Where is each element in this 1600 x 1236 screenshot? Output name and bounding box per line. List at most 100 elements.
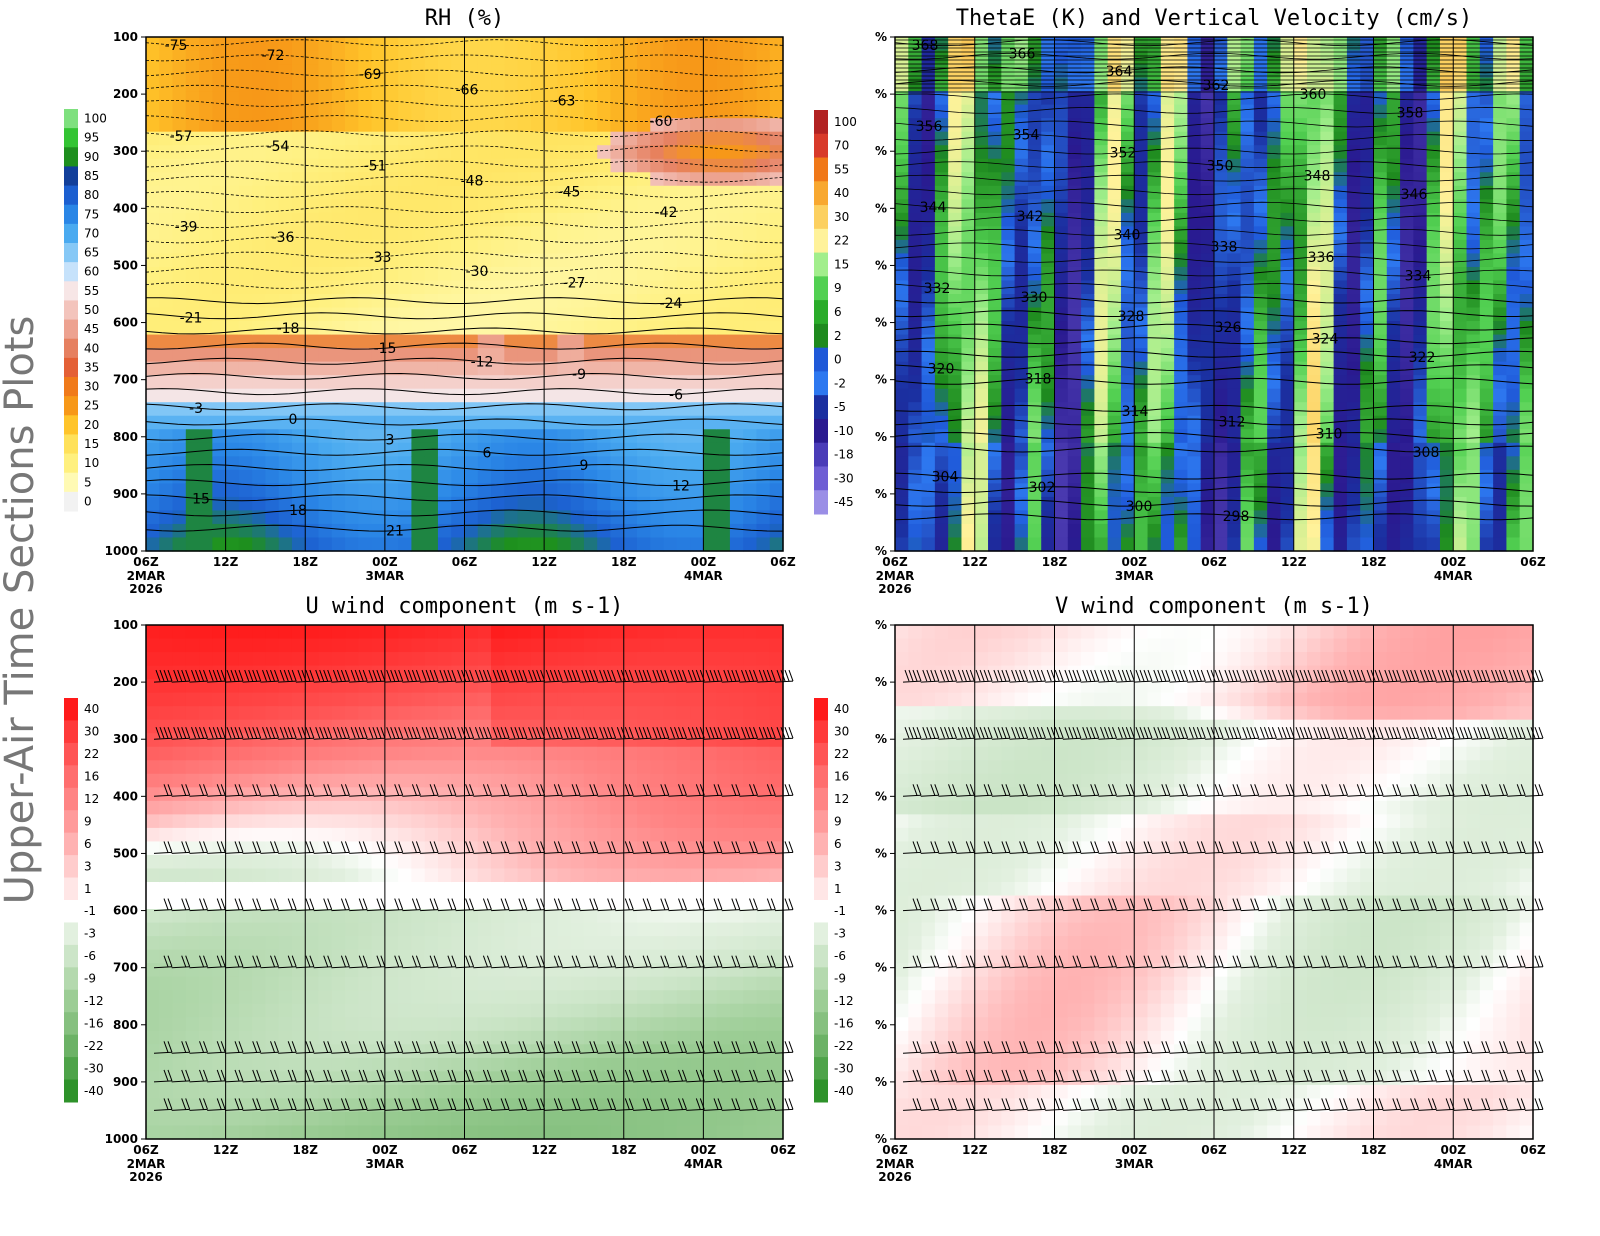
heat-cell [252,1017,267,1032]
heat-cell [491,104,505,119]
contour-label: -51 [364,159,387,175]
heat-cell [637,239,651,255]
heat-cell [371,469,386,484]
heat-cell [331,239,346,255]
heat-cell [716,199,731,214]
heat-cell [252,321,267,336]
heat-cell [1386,415,1401,430]
heat-cell [948,104,963,119]
heat-cell [504,469,519,484]
heat-cell [948,334,963,349]
heat-cell [1253,266,1268,282]
heat-cell [159,625,174,640]
heat-cell [557,91,572,106]
heat-cell [1453,348,1468,363]
heat-cell [1041,496,1056,512]
heat-cell [424,266,439,282]
heat-cell [921,456,936,471]
heat-cell [1307,91,1321,106]
heat-cell [212,131,227,146]
heat-cell [345,334,359,349]
heat-cell [358,1003,373,1018]
heat-cell [172,990,187,1005]
heat-cell [345,415,359,430]
heat-cell [1400,172,1414,187]
heat-cell [225,1057,240,1072]
heat-cell [583,321,598,336]
heat-cell [199,719,213,734]
heat-cell [411,638,426,653]
heat-cell [451,91,466,106]
heat-cell [1240,334,1255,349]
heat-cell [597,334,612,349]
heat-cell [517,104,532,119]
heat-cell [477,375,492,390]
heat-cell [1120,239,1135,255]
heat-cell [1400,253,1414,268]
heat-cell [305,239,320,255]
heat-cell [1466,375,1481,390]
heat-cell [199,1125,213,1140]
heat-cell [1160,145,1175,160]
heat-cell [411,172,426,187]
heat-cell [895,158,909,173]
heat-cell [371,361,386,376]
heat-cell [1426,145,1441,160]
heat-cell [464,483,479,498]
heat-cell [199,496,213,512]
heat-cell [1160,348,1175,363]
heat-cell [504,77,519,92]
heat-cell [252,253,267,268]
heat-cell [570,456,585,471]
heat-cell [252,239,267,255]
heat-cell [464,456,479,471]
heat-cell [398,172,413,187]
heat-cell [1479,239,1494,255]
heat-cell [384,922,399,937]
heat-cell [1333,212,1348,227]
heat-cell [1267,118,1282,133]
heat-cell [1174,523,1189,539]
heat-cell [252,827,267,843]
heat-cell [331,145,346,160]
heat-cell [159,1125,174,1140]
heat-cell [318,679,333,694]
heat-cell [159,679,174,694]
contour-line [145,69,784,77]
heat-cell [491,523,505,539]
heat-cell [769,348,784,363]
heat-cell [371,787,386,802]
colorbar-label: 75 [84,207,99,221]
heat-cell [411,37,426,52]
heat-cell [610,118,625,133]
heat-cell [1506,131,1521,146]
heat-cell [743,294,758,309]
heat-cell [1014,185,1029,200]
heat-cell [948,226,963,241]
heat-cell [146,226,160,241]
heat-cell [1360,334,1375,349]
heat-cell [570,104,585,119]
heat-cell [318,1084,333,1100]
heat-cell [464,1125,479,1140]
heat-cell [278,496,293,512]
heat-cell [1001,375,1016,390]
heat-cell [464,746,479,761]
heat-cell [398,212,413,227]
heat-cell [398,402,413,417]
heat-cell [610,145,625,160]
heat-cell [597,348,612,363]
heat-cell [1240,294,1255,309]
colorbar-swatch [64,223,78,244]
heat-cell [371,118,386,133]
heat-cell [225,145,240,160]
colorbar-swatch [814,252,828,277]
heat-cell [345,746,359,761]
heat-cell [1280,239,1295,255]
heat-cell [345,719,359,734]
heat-cell [437,679,452,694]
heat-cell [1506,266,1521,282]
heat-cell [1214,483,1228,498]
heat-cell [464,469,479,484]
heat-cell [895,523,909,539]
